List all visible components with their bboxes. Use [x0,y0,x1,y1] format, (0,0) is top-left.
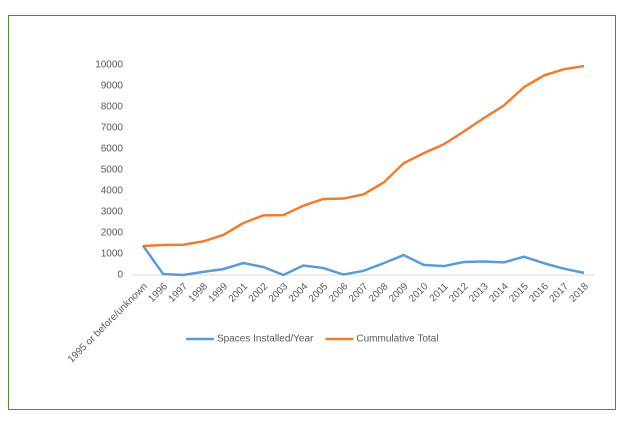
y-tick-label: 9000 [101,81,124,92]
y-tick-label: 5000 [101,165,124,176]
chart-frame [8,15,616,410]
legend-label: Cummulative Total [356,334,438,345]
y-tick-label: 2000 [101,228,124,239]
legend-label: Spaces Installed/Year [217,334,314,345]
series-line [141,244,585,277]
y-tick-label: 3000 [101,207,124,218]
y-tick-label: 1000 [101,249,124,260]
y-tick-label: 8000 [101,102,124,113]
y-tick-label: 10000 [95,60,123,71]
y-tick-label: 4000 [101,186,124,197]
y-tick-label: 6000 [101,144,124,155]
series-line [142,64,585,248]
y-tick-label: 7000 [101,123,124,134]
y-tick-label: 0 [117,270,123,281]
